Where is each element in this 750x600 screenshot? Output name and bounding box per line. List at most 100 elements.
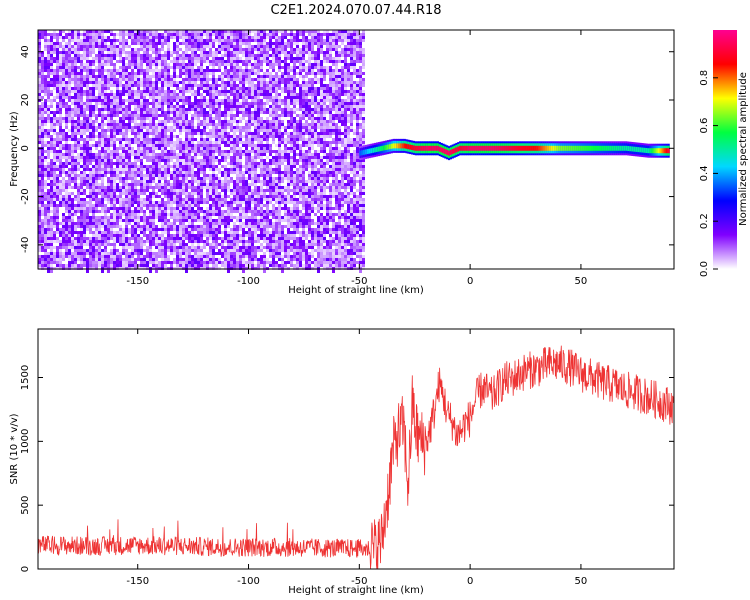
spectrogram-noise-cell — [242, 99, 245, 102]
spectrogram-noise-cell — [197, 48, 200, 51]
spectrogram-noise-cell — [47, 153, 50, 156]
spectrogram-noise-cell — [92, 246, 95, 249]
spectrogram-noise-cell — [128, 60, 131, 63]
spectrogram-noise-cell — [137, 219, 140, 222]
spectrogram-noise-cell — [248, 177, 251, 180]
spectrogram-noise-cell — [125, 150, 128, 153]
spectrogram-noise-cell — [80, 45, 83, 51]
spectrogram-noise-cell — [212, 78, 215, 84]
spectrogram-noise-cell — [221, 78, 224, 81]
spectrogram-noise-cell — [161, 204, 164, 207]
spectrogram-noise-cell — [185, 234, 188, 237]
spectrogram-noise-cell — [116, 255, 119, 258]
spectrogram-noise-cell — [206, 261, 209, 264]
spectrogram-noise-cell — [98, 42, 101, 45]
spectrogram-noise-cell — [50, 195, 53, 198]
spectrogram-noise-cell — [158, 141, 161, 144]
spectrogram-noise-cell — [89, 51, 92, 54]
spectrogram-noise-cell — [221, 114, 224, 117]
spectrogram-noise-cell — [50, 231, 53, 234]
spectrogram-noise-cell — [182, 201, 185, 204]
spectrogram-noise-cell — [134, 84, 137, 87]
spectrogram-noise-cell — [176, 240, 179, 243]
spectrogram-noise-cell — [74, 180, 77, 183]
spectrogram-noise-cell — [143, 183, 146, 186]
spectrogram-noise-cell — [209, 102, 212, 105]
spectrogram-noise-cell — [179, 111, 182, 114]
spectrogram-noise-cell — [215, 213, 218, 216]
spectrogram-noise-cell — [89, 243, 92, 246]
spectrogram-noise-cell — [53, 87, 56, 90]
spectrogram-noise-cell — [95, 60, 98, 63]
spectrogram-noise-cell — [113, 132, 116, 135]
spectrogram-noise-cell — [164, 219, 167, 222]
spectrogram-noise-cell — [227, 114, 230, 117]
spectrogram-noise-cell — [188, 147, 191, 150]
spectrogram-noise-cell — [59, 114, 62, 117]
spectrogram-noise-cell — [164, 207, 167, 210]
spectrogram-noise-cell — [68, 36, 71, 39]
spectrogram-noise-cell — [212, 219, 215, 222]
spectrogram-noise-cell — [149, 45, 152, 48]
spectrogram-noise-cell — [47, 33, 50, 36]
spectrogram-noise-cell — [209, 258, 212, 261]
spectrogram-noise-cell — [110, 96, 113, 99]
spectrogram-noise-cell — [113, 198, 116, 201]
spectrogram-noise-cell — [191, 75, 194, 78]
spectrogram-noise-cell — [110, 102, 113, 105]
spectrogram-noise-cell — [185, 225, 188, 228]
spectrogram-noise-cell — [92, 30, 95, 33]
spectrogram-noise-cell — [215, 264, 218, 267]
spectrogram-noise-cell — [203, 219, 206, 222]
spectrogram-noise-cell — [59, 138, 62, 141]
spectrogram-noise-cell — [212, 171, 215, 174]
spectrogram-noise-cell — [245, 198, 248, 201]
spectrogram-noise-cell — [182, 126, 185, 129]
spectrogram-noise-cell — [128, 231, 131, 234]
spectrogram-noise-cell — [71, 225, 74, 231]
spectrogram-noise-cell — [143, 174, 146, 177]
spectrogram-noise-cell — [239, 213, 242, 216]
spectrogram-noise-cell — [59, 195, 62, 198]
spectrogram-noise-cell — [47, 201, 50, 204]
spectrogram-noise-cell — [98, 87, 101, 90]
spectrogram-noise-cell — [254, 111, 257, 114]
spectrogram-noise-cell — [227, 156, 230, 159]
spectrogram-noise-cell — [107, 60, 110, 63]
spectrogram-noise-cell — [194, 78, 197, 81]
spectrogram-noise-cell — [113, 42, 116, 45]
spectrogram-noise-cell — [176, 219, 179, 222]
spectrogram-noise-cell — [176, 75, 179, 78]
spectrogram-noise-cell — [83, 177, 86, 180]
spectrogram-noise-cell — [149, 228, 152, 231]
spectrogram-noise-cell — [125, 258, 128, 261]
spectrogram-noise-cell — [182, 30, 185, 33]
spectrogram-noise-cell — [248, 219, 251, 222]
spectrogram-noise-cell — [161, 39, 164, 42]
spectrogram-noise-cell — [83, 144, 86, 147]
spectrogram-noise-cell — [209, 123, 212, 126]
spectrogram-noise-cell — [167, 93, 170, 96]
spectrogram-noise-cell — [149, 123, 152, 126]
spectrogram-noise-cell — [206, 54, 209, 57]
spectrogram-noise-cell — [89, 54, 92, 57]
spectrogram-noise-cell — [104, 225, 107, 228]
spectrogram-noise-cell — [92, 198, 95, 201]
spectrogram-noise-cell — [146, 168, 149, 174]
spectrogram-noise-cell — [221, 204, 224, 207]
spectrogram-noise-cell — [140, 252, 143, 255]
spectrogram-noise-cell — [173, 111, 176, 114]
spectrogram-noise-cell — [224, 252, 227, 255]
spectrogram-noise-cell — [134, 213, 137, 216]
spectrogram-noise-cell — [44, 237, 47, 240]
spectrogram-noise-cell — [167, 156, 170, 159]
spectrogram-noise-cell — [110, 114, 113, 117]
spectrogram-noise-cell — [122, 186, 125, 189]
spectrogram-noise-cell — [77, 108, 80, 111]
spectrogram-noise-cell — [173, 153, 176, 156]
spectrogram-noise-cell — [38, 174, 41, 177]
spectrogram-noise-cell — [221, 54, 224, 57]
spectrogram-noise-cell — [209, 249, 212, 252]
spectrogram-noise-cell — [152, 99, 155, 102]
